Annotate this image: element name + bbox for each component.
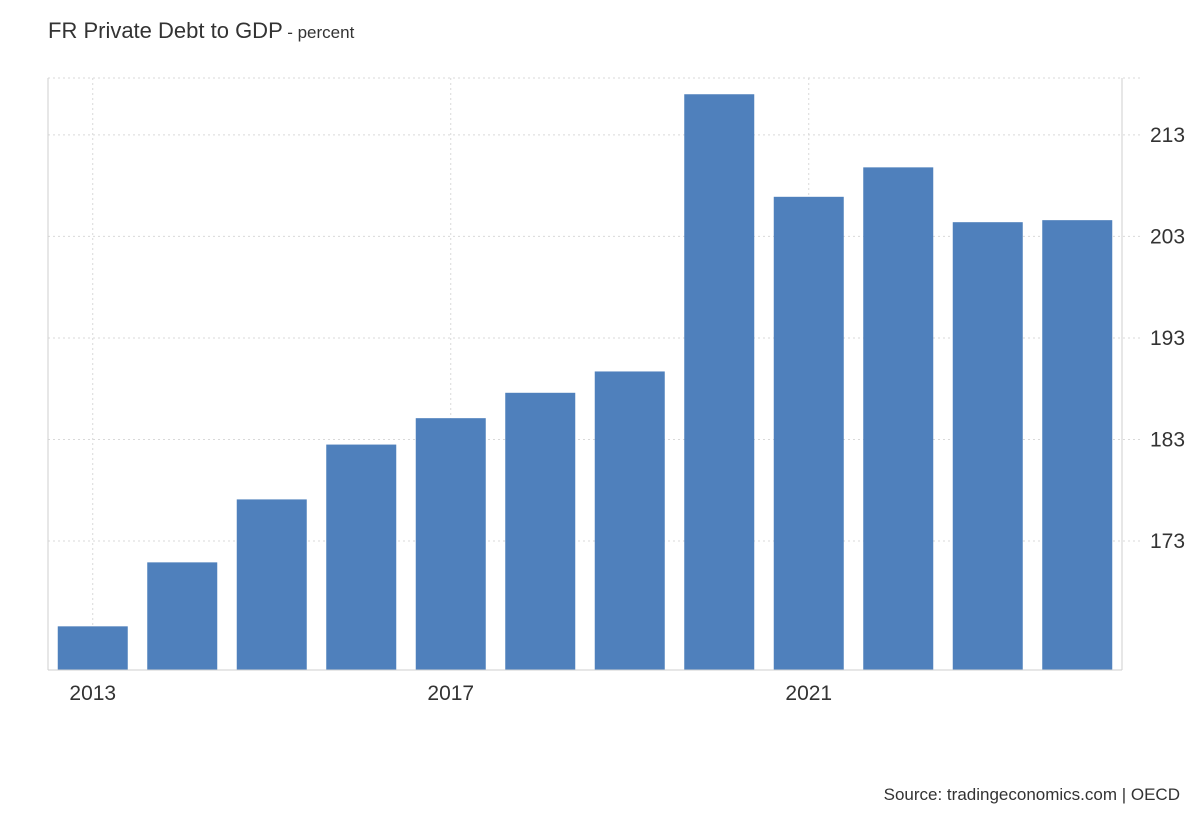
chart-title: FR Private Debt to GDP <box>48 18 283 43</box>
x-tick-label: 2021 <box>785 682 832 705</box>
bar-2017 <box>415 418 486 670</box>
bar-2024 <box>1042 220 1113 670</box>
chart-unit: - percent <box>287 23 355 42</box>
x-tick-labels: 2013 2017 2021 <box>69 682 832 705</box>
bar-2014 <box>147 562 218 670</box>
y-tick-label: 213 <box>1150 124 1185 147</box>
y-tick-label: 193 <box>1150 327 1185 350</box>
bar-2015 <box>236 499 307 670</box>
bar-2021 <box>773 196 844 671</box>
y-tick-label: 173 <box>1150 530 1185 553</box>
bar-2019 <box>594 371 665 670</box>
bar-2018 <box>505 392 576 670</box>
bar-2023 <box>952 222 1023 670</box>
bar-2020 <box>684 94 755 670</box>
source-note: Source: tradingeconomics.com | OECD <box>883 785 1180 804</box>
axes <box>47 78 1123 671</box>
y-tick-label: 183 <box>1150 428 1185 451</box>
bar-2016 <box>326 444 397 670</box>
chart-title-row: FR Private Debt to GDP - percent <box>48 18 354 44</box>
bar-2013 <box>57 626 128 670</box>
y-tick-label: 203 <box>1150 225 1185 248</box>
x-tick-label: 2017 <box>427 682 474 705</box>
y-tick-labels: 173 183 193 203 213 <box>1150 124 1185 553</box>
x-tick-label: 2013 <box>69 682 116 705</box>
bars <box>57 94 1113 671</box>
bar-chart: 2013 2017 2021 173 183 193 203 213 <box>47 77 1185 705</box>
bar-2022 <box>863 167 934 670</box>
